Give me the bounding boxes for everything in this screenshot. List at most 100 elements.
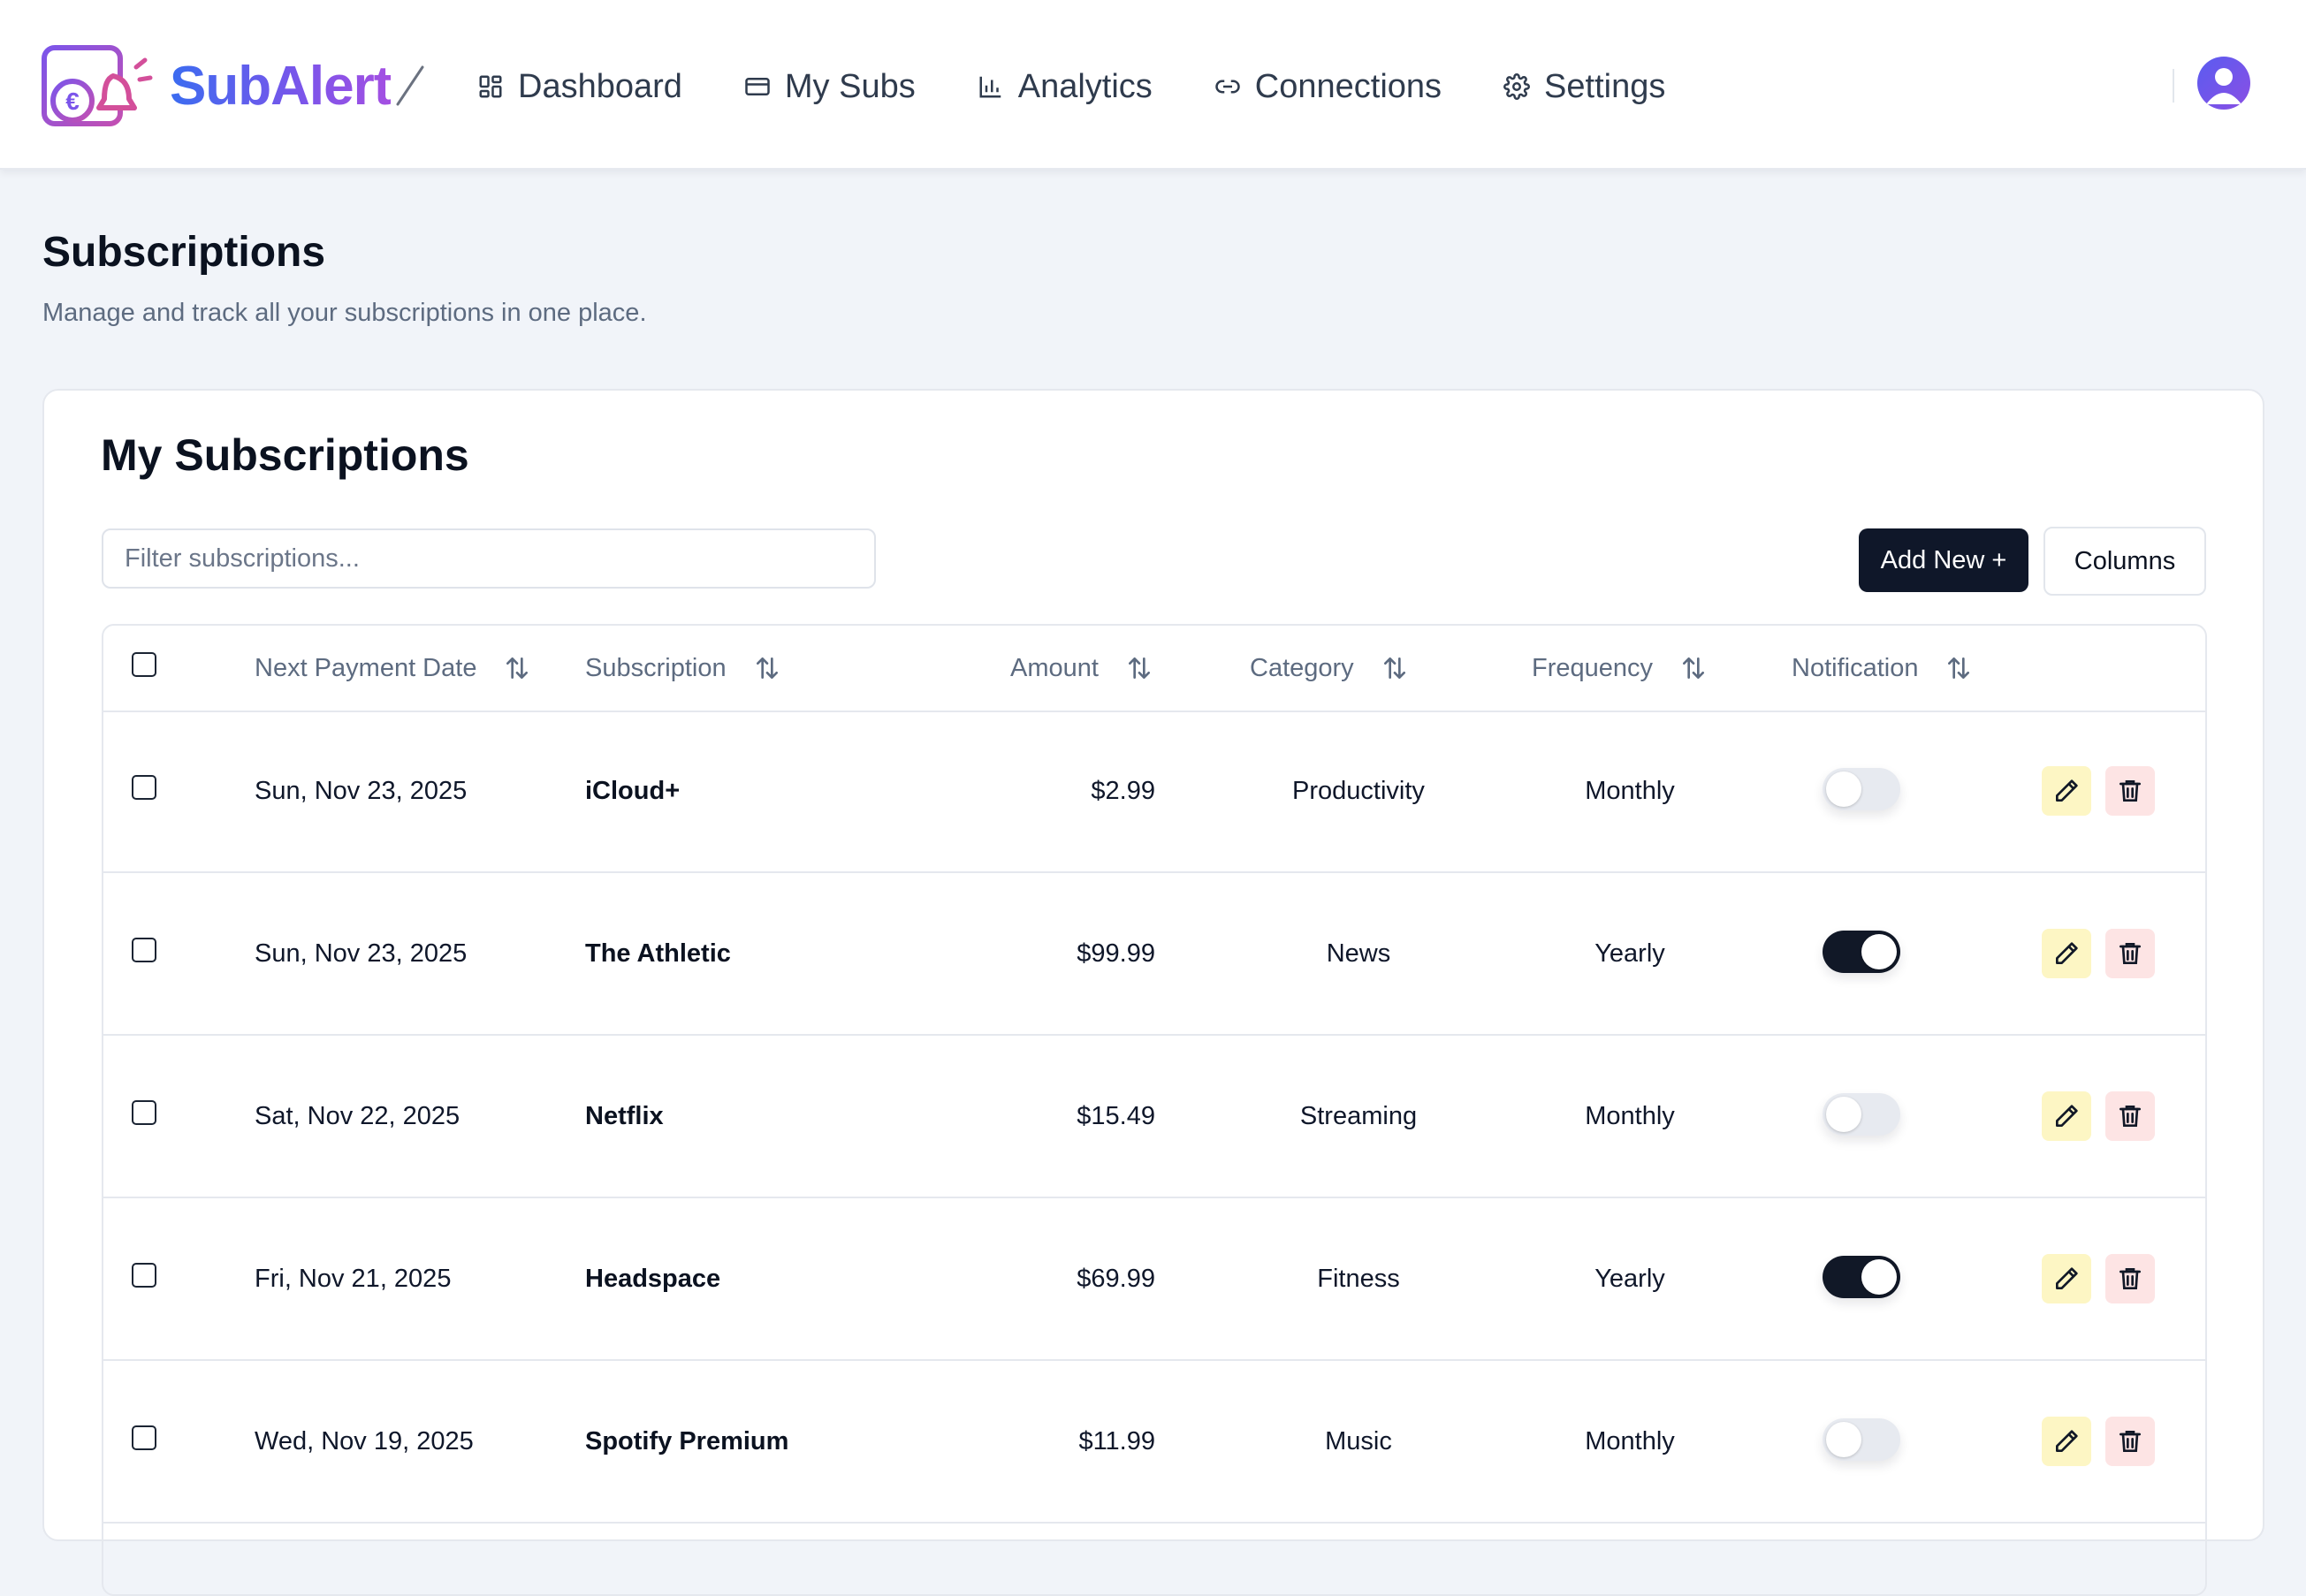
row-checkbox[interactable] bbox=[132, 1100, 156, 1125]
column-header-notification[interactable]: Notification bbox=[1792, 626, 1973, 711]
column-header-frequency[interactable]: Frequency bbox=[1532, 626, 1708, 711]
row-date: Fri, Nov 21, 2025 bbox=[255, 1264, 452, 1293]
row-category: Streaming bbox=[1299, 1101, 1418, 1130]
table-row[interactable]: Sat, Nov 22, 2025 Netflix $15.49 Streami… bbox=[103, 1036, 2205, 1198]
row-frequency: Monthly bbox=[1585, 1101, 1675, 1130]
nav-item-settings[interactable]: Settings bbox=[1503, 68, 1665, 106]
row-subscription-name: The Athletic bbox=[585, 939, 731, 968]
trash-icon bbox=[2120, 1431, 2141, 1452]
row-amount: $15.49 bbox=[1077, 1101, 1155, 1130]
delete-button[interactable] bbox=[2105, 766, 2155, 816]
column-header-category[interactable]: Category bbox=[1250, 626, 1409, 711]
row-category: Productivity bbox=[1292, 776, 1425, 805]
delete-button[interactable] bbox=[2105, 1417, 2155, 1466]
top-navbar: € SubAlert Dashboard My Subs Analytics bbox=[0, 0, 2306, 170]
sort-icon bbox=[1948, 657, 1970, 679]
row-subscription-name: iCloud+ bbox=[585, 776, 681, 805]
row-frequency: Monthly bbox=[1585, 1426, 1675, 1455]
edit-button[interactable] bbox=[2042, 929, 2091, 978]
card-icon bbox=[745, 78, 770, 95]
notification-toggle[interactable] bbox=[1823, 1418, 1900, 1461]
row-amount: $11.99 bbox=[1078, 1426, 1155, 1455]
trash-icon bbox=[2120, 780, 2141, 802]
column-header-next-payment-date[interactable]: Next Payment Date bbox=[255, 626, 531, 711]
row-checkbox[interactable] bbox=[132, 938, 156, 962]
table-header: Next Payment Date Subscription Amount Ca… bbox=[103, 626, 2205, 712]
nav-label-settings: Settings bbox=[1544, 67, 1666, 105]
sort-icon bbox=[1383, 657, 1405, 679]
toggle-knob bbox=[1826, 1097, 1861, 1132]
table-row[interactable]: Fri, Nov 21, 2025 Headspace $69.99 Fitne… bbox=[103, 1198, 2205, 1361]
notification-toggle[interactable] bbox=[1823, 768, 1900, 810]
column-label-amount: Amount bbox=[1010, 653, 1099, 682]
row-checkbox[interactable] bbox=[132, 1263, 156, 1288]
gear-icon bbox=[1503, 73, 1531, 100]
column-label-date: Next Payment Date bbox=[255, 653, 477, 682]
row-frequency: Yearly bbox=[1594, 939, 1665, 968]
row-amount: $99.99 bbox=[1077, 939, 1155, 968]
notification-toggle[interactable] bbox=[1823, 1093, 1900, 1136]
table-row[interactable]: Sun, Nov 23, 2025 iCloud+ $2.99 Producti… bbox=[103, 711, 2205, 873]
subscriptions-table: Next Payment Date Subscription Amount Ca… bbox=[102, 624, 2207, 1596]
row-date: Sun, Nov 23, 2025 bbox=[255, 776, 468, 805]
nav-item-dashboard[interactable]: Dashboard bbox=[477, 68, 682, 106]
columns-button[interactable]: Columns bbox=[2043, 527, 2206, 596]
select-all-checkbox[interactable] bbox=[132, 652, 156, 677]
edit-button[interactable] bbox=[2042, 766, 2091, 816]
column-header-amount[interactable]: Amount bbox=[1010, 626, 1153, 711]
row-subscription-name: Headspace bbox=[585, 1264, 721, 1293]
nav-label-analytics: Analytics bbox=[1017, 67, 1153, 105]
row-category: Music bbox=[1325, 1426, 1392, 1455]
row-frequency: Yearly bbox=[1594, 1264, 1665, 1293]
toggle-knob bbox=[1861, 934, 1897, 969]
nav-item-connections[interactable]: Connections bbox=[1214, 68, 1442, 106]
trash-icon bbox=[2120, 1106, 2141, 1127]
pencil-icon bbox=[2056, 1267, 2078, 1289]
column-header-subscription[interactable]: Subscription bbox=[585, 626, 781, 711]
header-divider bbox=[2173, 69, 2174, 103]
main-nav: Dashboard My Subs Analytics Connections bbox=[477, 55, 1727, 118]
row-date: Sat, Nov 22, 2025 bbox=[255, 1101, 460, 1130]
row-checkbox[interactable] bbox=[132, 1425, 156, 1450]
row-category: News bbox=[1326, 939, 1391, 968]
notification-toggle[interactable] bbox=[1823, 931, 1900, 973]
nav-item-my-subs[interactable]: My Subs bbox=[744, 68, 916, 106]
filter-subscriptions-input[interactable] bbox=[102, 528, 876, 589]
breadcrumb-separator bbox=[396, 65, 424, 106]
trash-icon bbox=[2120, 1268, 2141, 1289]
svg-text:€: € bbox=[65, 87, 80, 115]
pencil-icon bbox=[2056, 779, 2078, 802]
row-amount: $69.99 bbox=[1077, 1264, 1155, 1293]
nav-label-my-subs: My Subs bbox=[784, 67, 916, 105]
row-date: Sun, Nov 23, 2025 bbox=[255, 939, 468, 968]
edit-button[interactable] bbox=[2042, 1254, 2091, 1303]
toggle-knob bbox=[1861, 1259, 1897, 1295]
edit-button[interactable] bbox=[2042, 1091, 2091, 1141]
pencil-icon bbox=[2056, 942, 2078, 964]
page-subtitle: Manage and track all your subscriptions … bbox=[42, 299, 647, 327]
row-checkbox[interactable] bbox=[132, 775, 156, 800]
row-category: Fitness bbox=[1317, 1264, 1400, 1293]
nav-item-analytics[interactable]: Analytics bbox=[978, 68, 1153, 106]
table-row[interactable]: Sun, Nov 23, 2025 The Athletic $99.99 Ne… bbox=[103, 873, 2205, 1036]
pencil-icon bbox=[2056, 1105, 2078, 1127]
table-row[interactable]: Wed, Nov 19, 2025 Spotify Premium $11.99… bbox=[103, 1361, 2205, 1524]
row-frequency: Monthly bbox=[1585, 776, 1675, 805]
delete-button[interactable] bbox=[2105, 929, 2155, 978]
column-label-subscription: Subscription bbox=[585, 653, 727, 682]
page-title: Subscriptions bbox=[42, 229, 326, 276]
column-label-frequency: Frequency bbox=[1532, 653, 1654, 682]
subalert-logo-icon[interactable]: € bbox=[41, 39, 157, 131]
column-label-category: Category bbox=[1250, 653, 1354, 682]
brand-name[interactable]: SubAlert bbox=[170, 56, 392, 117]
notification-toggle[interactable] bbox=[1823, 1256, 1900, 1298]
delete-button[interactable] bbox=[2105, 1254, 2155, 1303]
user-avatar[interactable] bbox=[2197, 57, 2250, 110]
delete-button[interactable] bbox=[2105, 1091, 2155, 1141]
row-amount: $2.99 bbox=[1091, 776, 1155, 805]
add-new-button[interactable]: Add New + bbox=[1859, 528, 2028, 592]
sort-icon bbox=[506, 657, 529, 679]
bar-chart-icon bbox=[979, 76, 1001, 98]
card-title: My Subscriptions bbox=[101, 430, 469, 480]
edit-button[interactable] bbox=[2042, 1417, 2091, 1466]
